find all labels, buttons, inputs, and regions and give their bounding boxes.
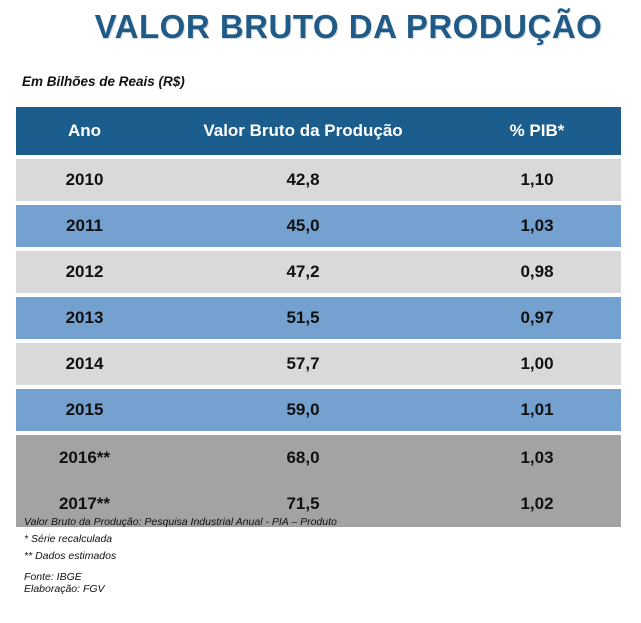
production-table: Ano Valor Bruto da Produção % PIB* 2010 … [16, 107, 621, 527]
cell-ano: 2012 [16, 247, 153, 293]
header-valor-bruto: Valor Bruto da Produção [153, 107, 453, 155]
cell-pib: 1,00 [453, 339, 621, 385]
cell-ano: 2014 [16, 339, 153, 385]
source-note: Valor Bruto da Produção: Pesquisa Indust… [24, 516, 337, 528]
footnote-estimated: ** Dados estimados [24, 550, 117, 562]
cell-pib: 1,02 [453, 481, 621, 527]
footnote-recalculated: * Série recalculada [24, 533, 113, 545]
table-row: 2010 42,8 1,10 [16, 155, 621, 201]
cell-valor: 68,0 [153, 431, 453, 481]
cell-valor: 71,5 [153, 481, 453, 527]
cell-ano: 2015 [16, 385, 153, 431]
cell-pib: 1,01 [453, 385, 621, 431]
cell-ano: 2013 [16, 293, 153, 339]
cell-pib: 0,97 [453, 293, 621, 339]
table-subtitle: Em Bilhões de Reais (R$) [22, 74, 185, 89]
cell-pib: 0,98 [453, 247, 621, 293]
header-pib: % PIB* [453, 107, 621, 155]
cell-valor: 59,0 [153, 385, 453, 431]
cell-pib: 1,03 [453, 201, 621, 247]
cell-valor: 42,8 [153, 155, 453, 201]
table-row-estimated: 2016** 68,0 1,03 [16, 431, 621, 481]
table-header-row: Ano Valor Bruto da Produção % PIB* [16, 107, 621, 155]
table-row-estimated: 2017** 71,5 1,02 [16, 481, 621, 527]
table-row: 2014 57,7 1,00 [16, 339, 621, 385]
source-elaboracao: Elaboração: FGV [24, 583, 105, 595]
cell-valor: 57,7 [153, 339, 453, 385]
page-title: VALOR BRUTO DA PRODUÇÃO [94, 8, 603, 45]
table-row: 2013 51,5 0,97 [16, 293, 621, 339]
cell-pib: 1,03 [453, 431, 621, 481]
cell-ano: 2017** [16, 481, 153, 527]
cell-valor: 51,5 [153, 293, 453, 339]
table-row: 2011 45,0 1,03 [16, 201, 621, 247]
cell-ano: 2016** [16, 431, 153, 481]
table-row: 2012 47,2 0,98 [16, 247, 621, 293]
cell-valor: 47,2 [153, 247, 453, 293]
table-row: 2015 59,0 1,01 [16, 385, 621, 431]
source-fonte: Fonte: IBGE [24, 571, 82, 583]
cell-pib: 1,10 [453, 155, 621, 201]
footnotes: Valor Bruto da Produção: Pesquisa Indust… [24, 514, 337, 595]
cell-valor: 45,0 [153, 201, 453, 247]
cell-ano: 2010 [16, 155, 153, 201]
cell-ano: 2011 [16, 201, 153, 247]
header-ano: Ano [16, 107, 153, 155]
